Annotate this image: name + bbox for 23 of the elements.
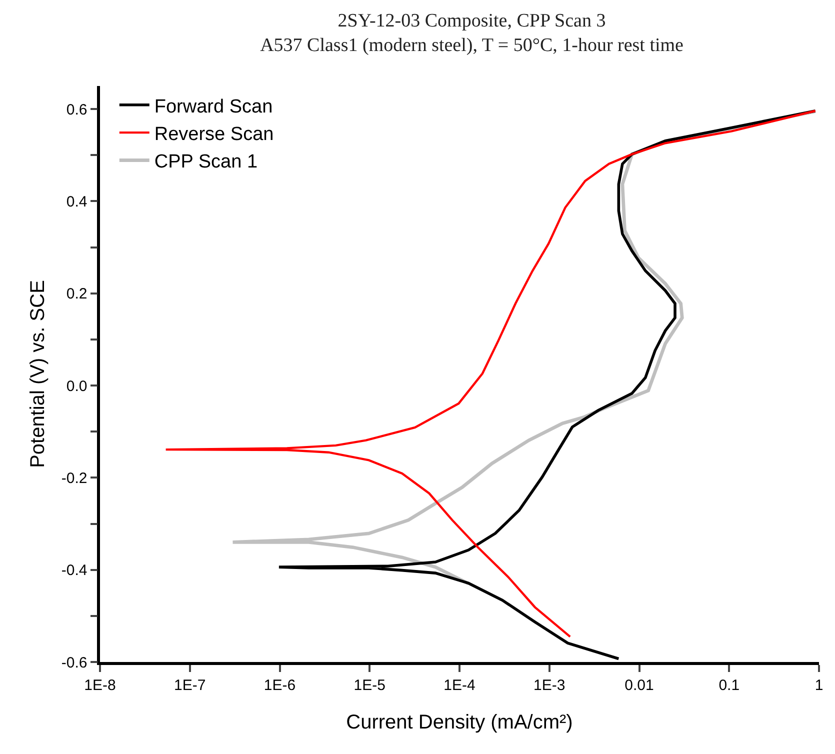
chart-title: 2SY-12-03 Composite, CPP Scan 3 [338, 10, 606, 32]
y-tick-label: 0.6 [66, 101, 88, 118]
chart-subtitle: A537 Class1 (modern steel), T = 50°C, 1-hour rest time [260, 35, 684, 56]
y-axis-title: Potential (V) vs. SCE [26, 280, 49, 468]
x-tick-label: 1E-5 [354, 676, 386, 694]
x-tick-label: 0.01 [624, 676, 654, 694]
x-tick-label: 1 [814, 676, 824, 694]
x-tick-label: 1E-3 [534, 676, 566, 694]
y-tick-label: -0.4 [61, 562, 88, 580]
x-tick-label: 1E-4 [444, 676, 476, 694]
x-tick-label: 0.1 [718, 676, 740, 694]
x-axis-title: Current Density (mA/cm²) [346, 711, 573, 734]
legend-label: Reverse Scan [154, 124, 274, 145]
legend-label: Forward Scan [154, 96, 273, 118]
x-tick-label: 1E-7 [174, 676, 206, 694]
legend-label: CPP Scan 1 [154, 152, 258, 173]
y-tick-label: 0.2 [66, 286, 88, 303]
x-tick-label: 1E-8 [84, 676, 116, 694]
y-tick-label: -0.6 [61, 654, 88, 672]
x-tick-label: 1E-6 [264, 676, 296, 694]
y-tick-label: 0.4 [66, 193, 88, 210]
y-tick-label: -0.2 [61, 470, 88, 487]
y-tick-label: 0.0 [66, 378, 88, 395]
